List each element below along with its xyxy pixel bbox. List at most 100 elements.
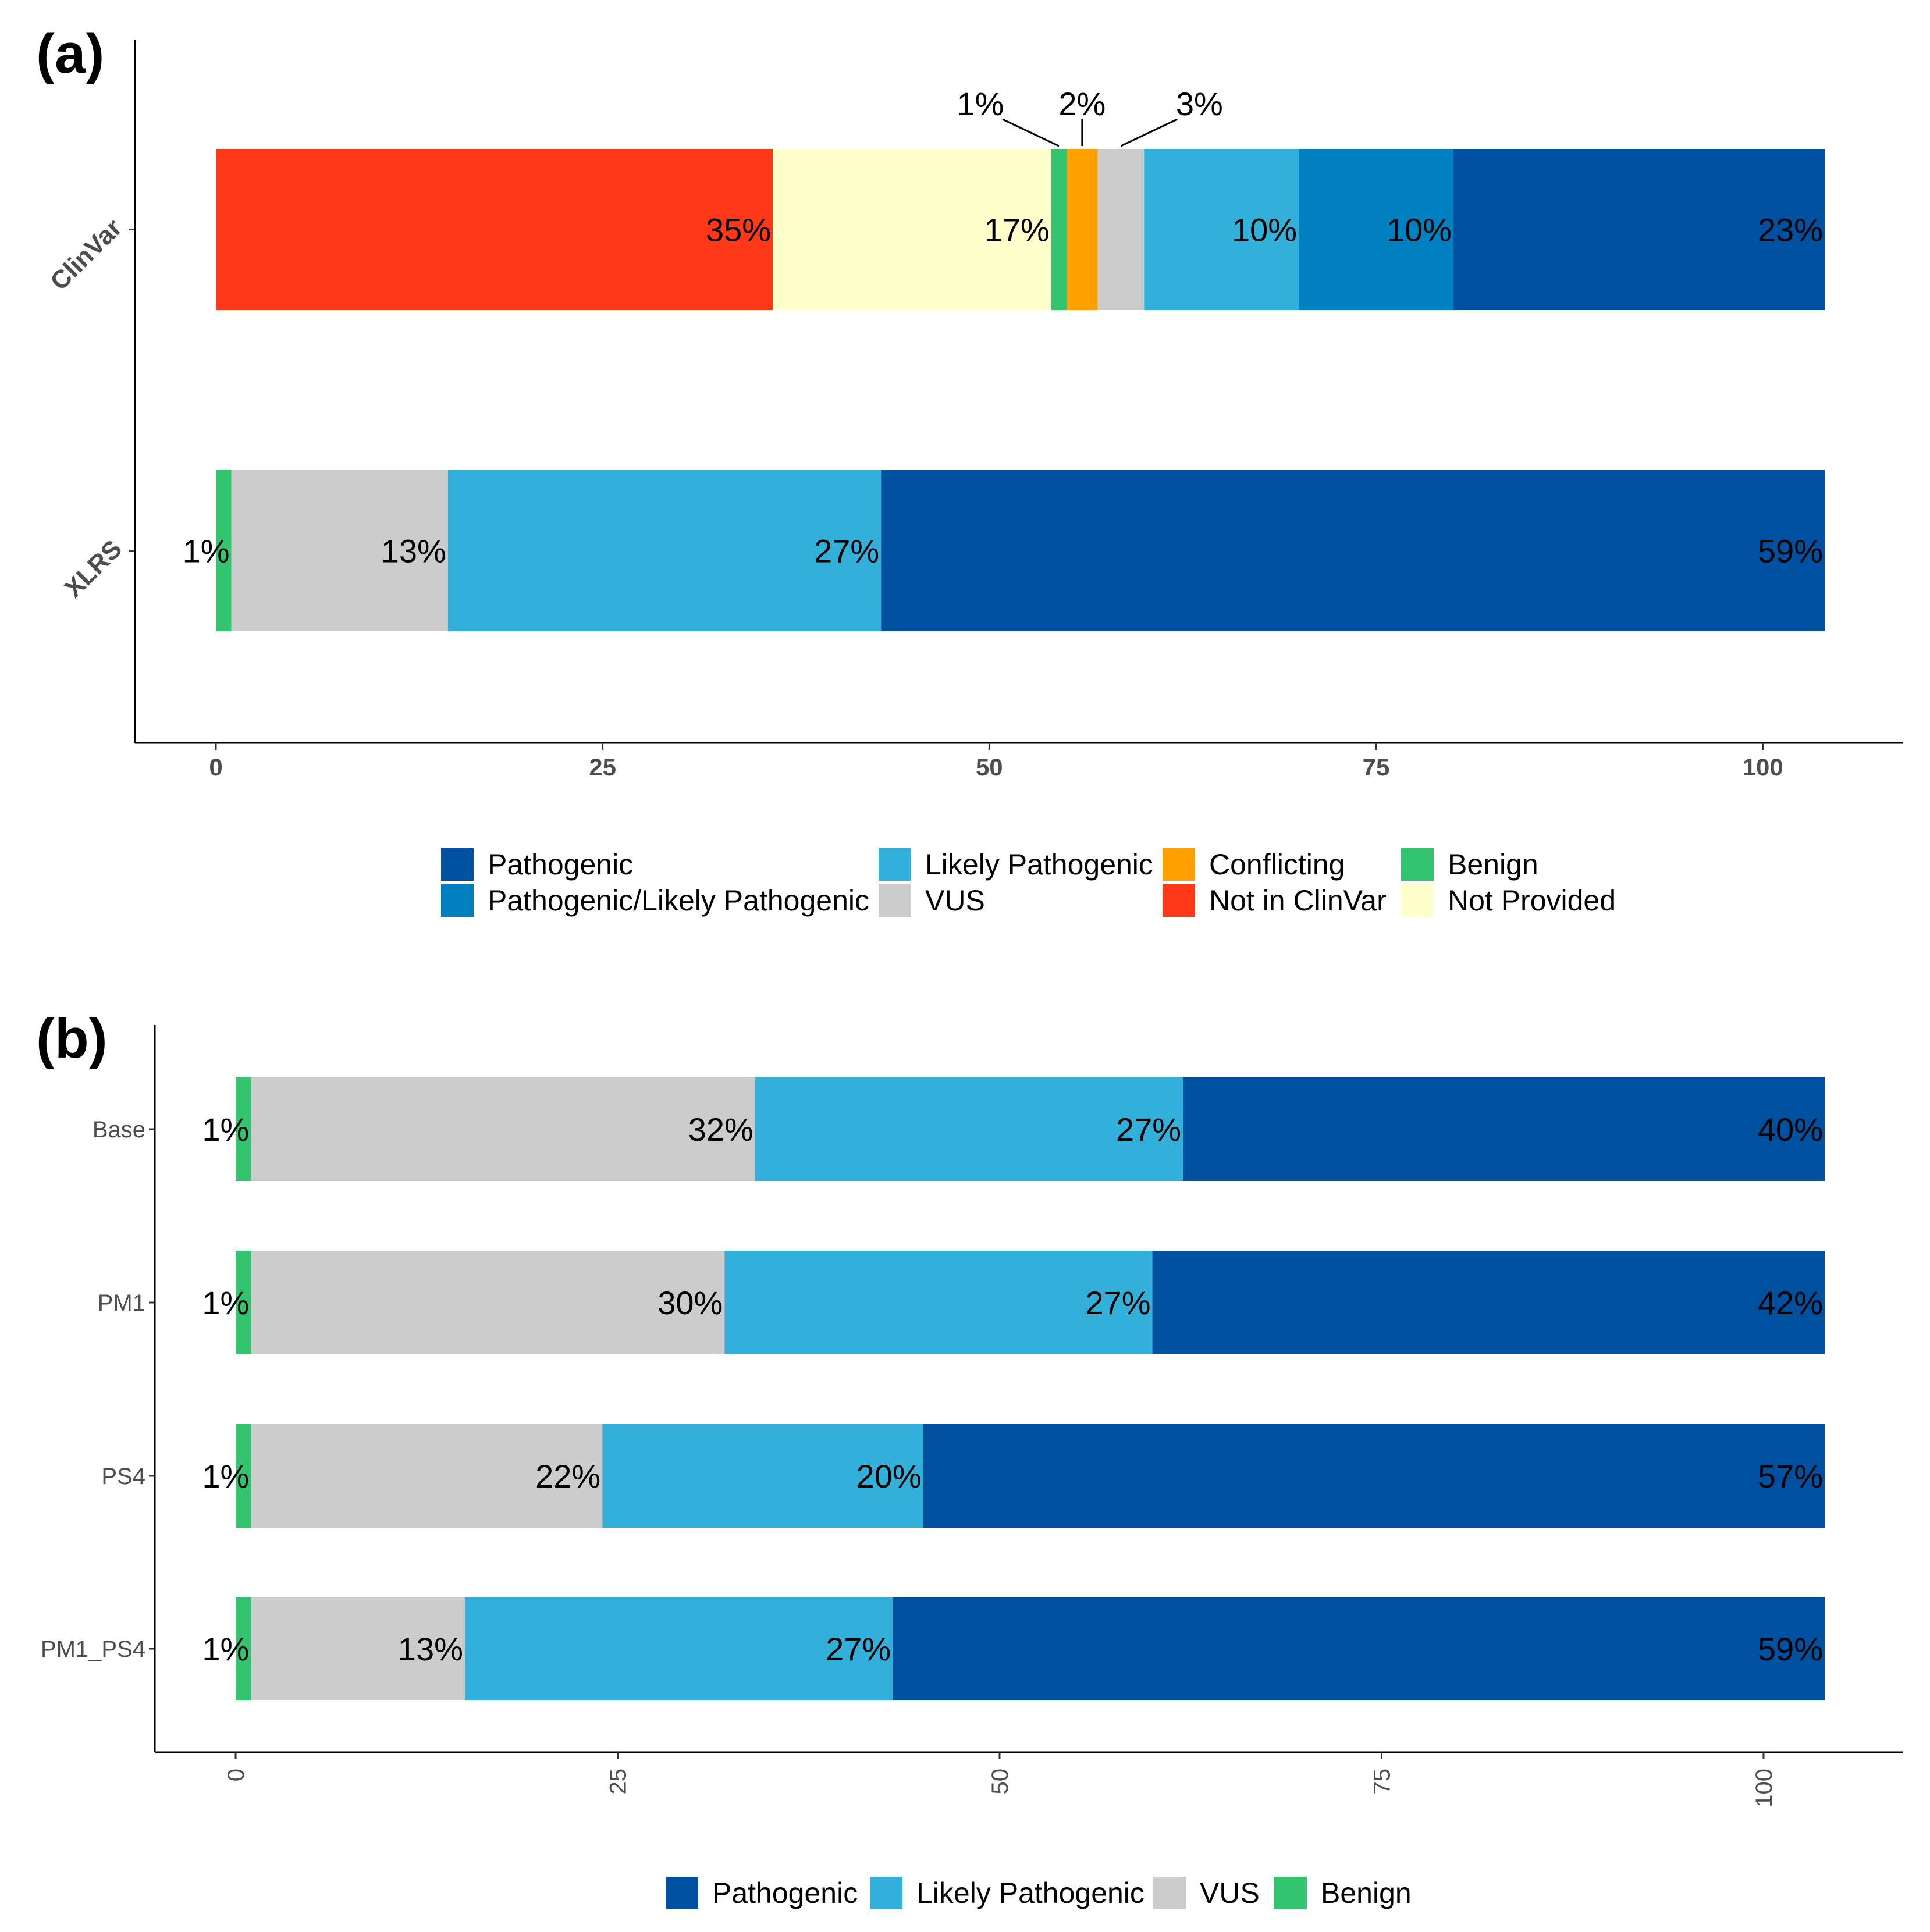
bar-a-clinvar-lp [1144, 149, 1299, 310]
bar-a-clinvar-notprovided [773, 149, 1051, 310]
x-tick-label-a-50: 50 [976, 753, 1003, 781]
data-label-b-pm1-vus: 30% [657, 1285, 723, 1321]
callout-label-a-benign: 1% [957, 86, 1004, 122]
legend-label-a-conflicting: Conflicting [1209, 848, 1345, 881]
legend-swatch-a-notprovided [1401, 884, 1434, 917]
x-tick-label-b-100: 100 [1751, 1769, 1777, 1808]
legend-label-a-notinclinvar: Not in ClinVar [1209, 884, 1387, 917]
callout-line-a-vus [1120, 118, 1178, 147]
legend-swatch-a-lp [879, 848, 911, 881]
legend-label-b-benign: Benign [1321, 1877, 1412, 1909]
legend-label-b-vus: VUS [1200, 1877, 1260, 1909]
data-label-b-base-lp: 27% [1116, 1111, 1181, 1148]
data-label-b-base-pathogenic: 40% [1758, 1111, 1823, 1148]
bar-a-clinvar-benign [1051, 149, 1067, 310]
bar-a-clinvar-plp [1299, 149, 1453, 310]
bar-a-xlrs-vus [231, 470, 448, 631]
data-label-a-clinvar-pathogenic: 23% [1758, 212, 1823, 248]
legend-label-b-pathogenic: Pathogenic [712, 1877, 858, 1909]
data-label-a-xlrs-pathogenic: 59% [1758, 533, 1823, 570]
y-tick-label-a-clinvar: ClinVar [45, 214, 127, 296]
legend-swatch-b-pathogenic [666, 1877, 698, 1909]
legend-label-a-lp: Likely Pathogenic [925, 848, 1153, 881]
data-label-b-ps4-pathogenic: 57% [1758, 1458, 1823, 1495]
legend-swatch-a-plp [441, 884, 474, 917]
legend-label-a-benign: Benign [1448, 848, 1538, 881]
bar-b-base-lp [755, 1077, 1183, 1181]
data-label-b-pm1-ps4-pathogenic: 59% [1758, 1631, 1823, 1667]
legend-swatch-a-pathogenic [441, 848, 474, 881]
data-label-b-pm1-lp: 27% [1085, 1285, 1150, 1321]
data-label-a-clinvar-plp: 10% [1387, 212, 1452, 248]
x-tick-label-a-25: 25 [589, 753, 616, 781]
bar-b-ps4-pathogenic [923, 1424, 1825, 1528]
x-tick-label-a-100: 100 [1743, 753, 1783, 781]
legend-label-a-vus: VUS [925, 884, 985, 917]
y-tick-label-b-base: Base [93, 1117, 145, 1143]
bar-a-clinvar-notinclinvar [216, 149, 773, 310]
bar-b-pm1-ps4-pathogenic [893, 1597, 1825, 1700]
data-label-b-ps4-vus: 22% [535, 1458, 600, 1495]
bar-b-pm1-benign [236, 1251, 251, 1354]
bar-b-ps4-lp [602, 1424, 923, 1528]
data-label-a-clinvar-notinclinvar: 35% [706, 212, 771, 248]
bar-b-ps4-vus [251, 1424, 603, 1528]
data-label-b-pm1-ps4-lp: 27% [826, 1631, 891, 1667]
y-tick-label-b-pm1: PM1 [98, 1290, 145, 1316]
bar-a-clinvar-pathogenic [1453, 149, 1825, 310]
bar-b-pm1-pathogenic [1152, 1251, 1825, 1354]
bar-b-pm1-lp [724, 1251, 1153, 1354]
data-label-a-xlrs-vus: 13% [381, 533, 446, 570]
data-label-b-pm1-ps4-vus: 13% [398, 1631, 463, 1667]
data-label-b-pm1-pathogenic: 42% [1758, 1285, 1823, 1321]
bar-a-xlrs-benign [216, 470, 232, 631]
bar-b-pm1-vus [251, 1251, 725, 1354]
panel-a: (a) 35% 17% 10% 10% 23% 1% 2% 3% 1% 13% 27% 59% Cli… [36, 23, 1903, 917]
bar-a-clinvar-vus [1097, 149, 1145, 310]
legend-label-b-lp: Likely Pathogenic [916, 1877, 1145, 1909]
y-tick-label-b-pm1-ps4: PM1_PS4 [41, 1636, 145, 1662]
data-label-b-pm1-benign: 1% [202, 1285, 249, 1321]
panel-a-label: (a) [36, 23, 104, 85]
legend-swatch-a-notinclinvar [1163, 884, 1195, 917]
data-label-b-ps4-lp: 20% [856, 1458, 922, 1495]
callout-line-a-benign [1002, 118, 1060, 147]
data-label-b-base-vus: 32% [688, 1111, 753, 1148]
bar-b-pm1-ps4-benign [236, 1597, 251, 1700]
bar-b-ps4-benign [236, 1424, 251, 1528]
x-tick-label-a-0: 0 [209, 753, 222, 781]
bar-a-xlrs-lp [447, 470, 882, 631]
data-label-a-xlrs-lp: 27% [814, 533, 879, 570]
legend-swatch-b-benign [1274, 1877, 1307, 1909]
panel-b-legend: Pathogenic Likely Pathogenic VUS Benign [666, 1877, 1412, 1909]
bar-a-clinvar-conflicting [1067, 149, 1098, 310]
data-label-b-pm1-ps4-benign: 1% [202, 1631, 249, 1667]
x-tick-label-a-75: 75 [1363, 753, 1390, 781]
bar-b-base-pathogenic [1183, 1077, 1825, 1181]
legend-swatch-b-lp [870, 1877, 902, 1909]
panel-b-axes: Base PM1 PS4 PM1_PS4 0 25 50 75 100 [41, 1025, 1903, 1808]
bar-a-xlrs-pathogenic [881, 470, 1825, 631]
data-label-a-xlrs-benign: 1% [183, 533, 230, 570]
data-label-b-base-benign: 1% [202, 1111, 249, 1148]
panel-a-bars: 35% 17% 10% 10% 23% 1% 2% 3% 1% 13% 27% 59% [183, 86, 1825, 631]
legend-swatch-b-vus [1153, 1877, 1186, 1909]
legend-label-a-pathogenic: Pathogenic [488, 848, 633, 881]
data-label-a-clinvar-notprovided: 17% [984, 212, 1050, 248]
y-tick-label-b-ps4: PS4 [101, 1464, 145, 1489]
panel-b-bars: 1% 32% 27% 40% 1% 30% 27% 42% 1% 22% 20% 57% 1% 13% 27… [202, 1077, 1825, 1700]
legend-swatch-a-vus [879, 884, 911, 917]
callout-label-a-conflicting: 2% [1058, 86, 1106, 122]
bar-b-base-benign [236, 1077, 251, 1181]
data-label-a-clinvar-lp: 10% [1232, 212, 1297, 248]
x-tick-label-b-50: 50 [987, 1769, 1013, 1795]
x-tick-label-b-75: 75 [1369, 1769, 1395, 1795]
legend-label-a-plp: Pathogenic/Likely Pathogenic [488, 884, 869, 917]
bar-b-pm1-ps4-vus [251, 1597, 465, 1700]
panel-b-label: (b) [36, 1008, 108, 1070]
callout-label-a-vus: 3% [1176, 86, 1223, 122]
x-tick-label-b-0: 0 [223, 1769, 249, 1781]
panel-b: (b) 1% 32% 27% 40%1% 30% 27% 42%1% 22% 20% 57%1% 1… [36, 1008, 1903, 1909]
